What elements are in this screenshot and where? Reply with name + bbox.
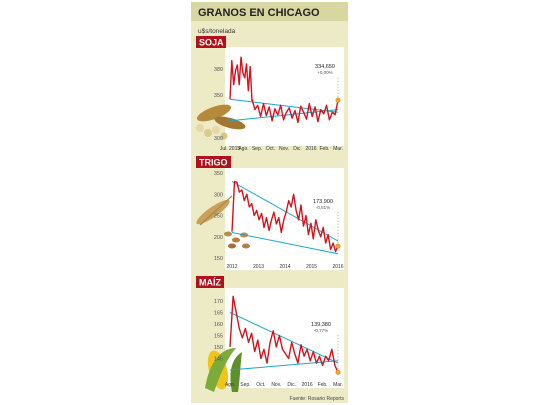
maiz-trend-line-0 [229,311,339,364]
maiz-x-label-5: 2016 [302,382,313,388]
trigo-y-tick-label-3: 300 [214,192,223,198]
trigo-y-tick-label-0: 150 [214,256,223,262]
maiz-y-tick-label-5: 170 [214,299,223,305]
trigo-last-change: -0,51% [316,205,330,210]
source-note: Fuente: Rosario Reports [290,396,345,402]
soja-price-line-1 [251,99,339,124]
soja-x-label-8: Mar. [333,146,343,152]
maiz-tag-label: MAÍZ [199,278,221,288]
trigo-x-label-1: 2013 [253,264,264,270]
trigo-y-tick-label-2: 250 [214,214,223,220]
soja-x-label-2: Sep. [252,146,262,152]
maiz-last-value: 139,380 [311,322,331,328]
trigo-last-point [335,243,341,249]
soja-x-label-5: Dic. [293,146,302,152]
maiz-x-label-3: Nov. [271,382,281,388]
page-title: GRANOS EN CHICAGO [198,7,320,19]
maiz-x-label-0: Ago. [225,382,235,388]
trigo-x-label-0: 2012 [226,264,237,270]
maiz-last-change: -0,77% [314,328,328,333]
trigo-y-tick-label-4: 350 [214,171,223,177]
trigo-trend-line-1 [231,232,339,255]
trigo-y-tick-label-1: 200 [214,235,223,241]
trigo-tag-box [196,156,231,168]
maiz-y-tick-label-3: 160 [214,322,223,328]
soja-x-label-3: Oct. [266,146,275,152]
soja-tag-box [196,36,226,48]
trigo-x-label-3: 2015 [306,264,317,270]
trigo-tag: TRIGO [196,156,231,168]
maiz-y-tick-label-4: 165 [214,310,223,316]
soja-tag-label: SOJA [199,38,224,48]
maiz-y-tick-label-1: 150 [214,345,223,351]
maiz-x-label-2: Oct. [256,382,265,388]
corn-illustration [205,348,242,392]
soja-y-tick-label-0: 300 [214,136,223,142]
maiz-x-label-4: Dic. [287,382,296,388]
soja-y-tick-label-1: 350 [214,93,223,99]
soja-tag: SOJA [196,36,226,48]
soja-last-value: 334,650 [315,64,335,70]
trigo-x-label-4: 2016 [332,264,343,270]
soybean-illustration [196,104,246,140]
trigo-last-value: 173,900 [313,199,333,205]
maiz-x-label-6: Feb. [318,382,328,388]
trigo-tag-label: TRIGO [199,158,228,168]
soja-y-tick-label-2: 380 [214,67,223,73]
maiz-trend-line-1 [229,360,339,371]
maiz-x-label-1: Sep. [240,382,250,388]
soja-last-change: +0,00% [317,70,332,75]
soja-x-label-1: Ago. [238,146,248,152]
maiz-tag-box [196,276,224,288]
unit-label: u$s/tonelada [198,28,236,35]
maiz-last-point [335,369,341,375]
maiz-y-tick-label-2: 155 [214,333,223,339]
soja-x-label-7: Feb. [319,146,329,152]
soja-last-point [335,97,341,103]
trigo-trend-line-0 [231,181,339,242]
soja-plot-area [225,47,344,146]
trigo-x-label-2: 2014 [279,264,290,270]
soja-x-label-6: 2016 [305,146,316,152]
trigo-price-line-0 [231,180,339,253]
soja-price-line-0 [229,56,253,102]
maiz-x-label-7: Mar. [333,382,343,388]
title-bar [191,2,348,21]
maiz-price-line-0 [229,295,339,373]
soja-x-label-0: Jul. 2015 [220,146,241,152]
wheat-illustration [196,195,250,249]
maiz-tag: MAÍZ [196,276,224,288]
maiz-y-tick-label-0: 145 [214,356,223,362]
soja-x-label-4: Nov. [279,146,289,152]
